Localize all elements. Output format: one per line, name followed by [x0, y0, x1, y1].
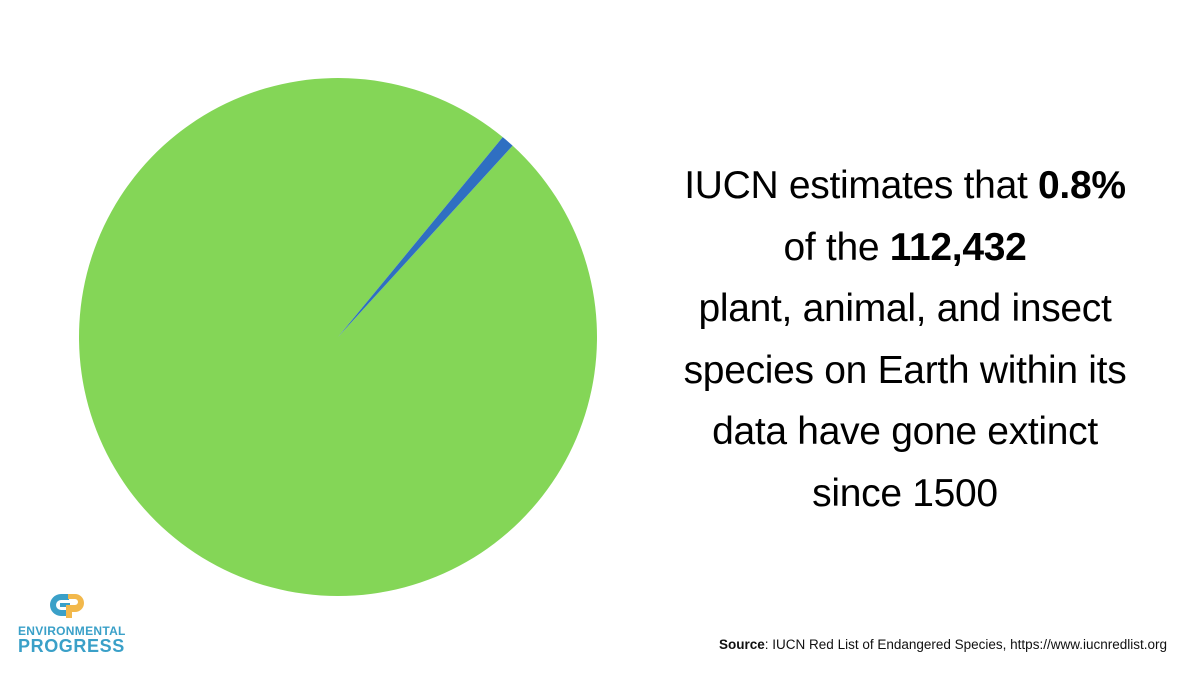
ep-logo-icon: [50, 594, 84, 618]
pie-slice-extinct: [338, 137, 513, 337]
headline-line-4: species on Earth within its: [683, 348, 1127, 392]
pie-slice-remaining: [79, 78, 598, 597]
source-text: : IUCN Red List of Endangered Species, h…: [764, 637, 1167, 652]
source-citation: Source: IUCN Red List of Endangered Spec…: [719, 637, 1167, 652]
source-label: Source: [719, 637, 765, 652]
logo-word-environmental: ENVIRONMENTAL: [18, 624, 126, 638]
environmental-progress-logo: ENVIRONMENTAL PROGRESS: [18, 590, 126, 660]
headline-line-2: of the 112,432: [783, 225, 1027, 269]
headline-species-count: 112,432: [889, 225, 1027, 269]
headline-line-1: IUCN estimates that 0.8%: [684, 164, 1126, 207]
headline-text: IUCN estimates that 0.8% of the 112,432 …: [640, 155, 1170, 524]
headline-line-3: plant, animal, and insect: [698, 287, 1112, 330]
headline-line-6: since 1500: [812, 471, 998, 515]
pie-chart: [79, 78, 598, 597]
headline-percent: 0.8%: [1038, 164, 1126, 207]
headline-line-5: data have gone extinct: [712, 410, 1098, 453]
logo-word-progress: PROGRESS: [18, 636, 125, 656]
